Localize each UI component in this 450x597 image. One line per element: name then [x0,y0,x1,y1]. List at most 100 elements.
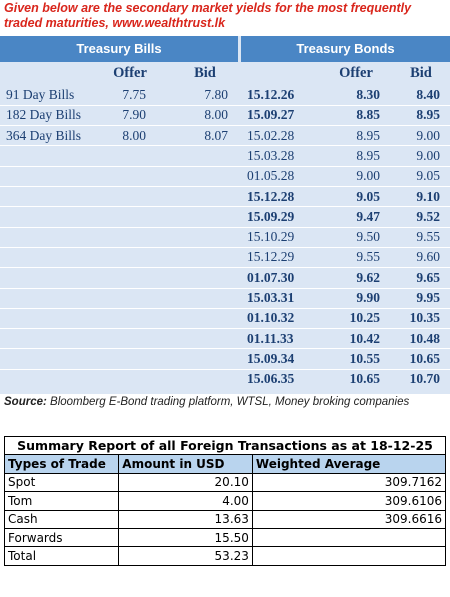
source-note: Source: Bloomberg E-Bond trading platfor… [4,396,409,408]
amount-usd: 15.50 [118,527,253,548]
bond-maturity: 15.09.27 [247,107,295,123]
bonds-offer-label: Offer [339,65,373,81]
bill-bid-value: 8.00 [204,107,228,123]
bond-bid-value: 10.48 [409,330,440,346]
weighted-average [251,546,447,566]
trade-type: Tom [3,491,120,511]
row-separator [0,165,450,167]
bill-bid-value: 8.07 [204,127,228,143]
yield-row: 15.09.34 10.55 10.65 [0,349,450,369]
bond-bid-value: 9.00 [416,127,440,143]
row-separator [0,368,450,370]
yield-row: 364 Day Bills 8.00 8.07 15.02.28 8.95 9.00 [0,126,450,146]
yield-row: 01.05.28 9.00 9.05 [0,166,450,186]
yield-row: 15.09.29 9.47 9.52 [0,207,450,227]
yield-row: 15.03.31 9.90 9.95 [0,288,450,308]
bond-maturity: 15.09.34 [247,350,295,366]
header-types-of-trade: Types of Trade [3,454,120,474]
bond-maturity: 01.07.30 [247,269,295,285]
trade-type: Forwards [3,527,120,548]
weighted-average: 309.6106 [251,491,447,511]
column-header-row: Offer Bid Offer Bid [0,63,450,83]
bond-maturity: 15.06.35 [247,371,295,387]
bond-bid-value: 9.95 [416,290,440,305]
bond-bid-value: 9.60 [416,249,440,265]
bond-maturity: 15.12.26 [247,87,295,102]
source-label: Source: [4,396,47,408]
bond-offer-value: 10.42 [349,330,380,346]
intro-text: Given below are the secondary market yie… [4,1,412,30]
yield-row: 15.12.29 9.55 9.60 [0,247,450,267]
yield-row: 91 Day Bills 7.75 7.80 15.12.26 8.30 8.40 [0,85,450,105]
summary-row: Spot 20.10 309.7162 [3,472,447,493]
header-amount-usd: Amount in USD [118,454,253,474]
treasury-bills-header: Treasury Bills [0,36,238,62]
bond-maturity: 01.05.28 [247,168,295,184]
yield-row: 01.10.32 10.25 10.35 [0,308,450,328]
row-separator [0,145,450,147]
bond-offer-value: 9.90 [356,290,380,305]
bill-name: 364 Day Bills [6,127,82,143]
bond-bid-value: 9.65 [416,269,440,285]
source-text: Bloomberg E-Bond trading platform, WTSL,… [46,396,410,408]
summary-row: Tom 4.00 309.6106 [3,491,447,511]
bond-offer-value: 8.85 [356,107,380,123]
bill-offer-value: 7.90 [122,107,146,123]
amount-usd: 4.00 [118,491,253,511]
row-separator [0,287,450,289]
summary-title: Summary Report of all Foreign Transactio… [4,435,446,456]
yield-row: 182 Day Bills 7.90 8.00 15.09.27 8.85 8.95 [0,105,450,125]
bond-maturity: 15.03.31 [247,290,295,305]
summary-row: Total 53.23 [3,546,447,566]
bond-offer-value: 9.55 [356,249,380,265]
summary-row: Forwards 15.50 [3,527,447,548]
bond-bid-value: 10.70 [409,371,440,387]
bond-offer-value: 8.30 [356,87,380,102]
bill-name: 91 Day Bills [6,87,75,102]
trade-type: Total [3,546,120,566]
weighted-average: 309.7162 [251,472,447,493]
bond-offer-value: 8.95 [356,147,380,163]
trade-type: Spot [3,472,120,493]
bills-offer-label: Offer [113,65,147,81]
bill-offer-value: 7.75 [122,87,146,102]
bond-bid-value: 10.65 [409,350,440,366]
bond-maturity: 01.11.33 [247,330,294,346]
bond-offer-value: 9.00 [356,168,380,184]
row-separator [0,267,450,269]
weighted-average [251,527,447,548]
summary-header-row: Types of Trade Amount in USD Weighted Av… [3,454,447,474]
yield-row: 15.10.29 9.50 9.55 [0,227,450,247]
amount-usd: 20.10 [118,472,253,493]
bond-offer-value: 9.62 [356,269,380,285]
weighted-average: 309.6616 [251,509,447,529]
bill-bid-value: 7.80 [204,87,228,102]
bond-offer-value: 10.25 [349,310,380,326]
trade-type: Cash [3,509,120,529]
bond-bid-value: 9.52 [416,208,440,224]
yields-table: Treasury Bills Treasury Bonds Offer Bid … [0,36,450,394]
yield-row: 15.06.35 10.65 10.70 [0,369,450,389]
row-separator [0,307,450,309]
bond-bid-value: 9.10 [416,188,440,204]
row-separator [0,348,450,350]
bond-offer-value: 9.47 [356,208,380,224]
bond-offer-value: 9.05 [356,188,380,204]
bond-bid-value: 8.95 [416,107,440,123]
bond-maturity: 01.10.32 [247,310,295,326]
row-separator [0,246,450,248]
row-separator [0,125,450,127]
bond-offer-value: 8.95 [356,127,380,143]
bond-bid-value: 9.05 [416,168,440,184]
row-separator [0,186,450,187]
bond-maturity: 15.03.28 [247,147,295,163]
row-separator [0,104,450,106]
bond-offer-value: 10.65 [349,371,380,387]
row-separator [0,328,450,330]
bond-maturity: 15.10.29 [247,229,295,245]
amount-usd: 53.23 [118,546,253,566]
row-separator [0,206,450,208]
bond-maturity: 15.12.29 [247,249,295,265]
bond-maturity: 15.12.28 [247,188,295,204]
bond-bid-value: 8.40 [416,87,440,102]
